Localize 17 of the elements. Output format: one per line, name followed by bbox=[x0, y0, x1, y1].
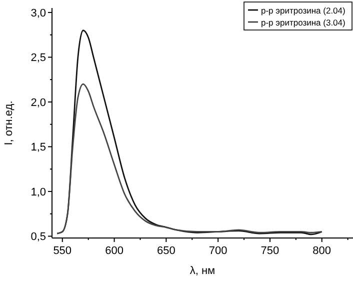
y-tick-label: 3,0 bbox=[30, 7, 46, 20]
x-tick-label: 600 bbox=[105, 245, 124, 257]
x-tick-label: 550 bbox=[53, 245, 72, 257]
line-series bbox=[56, 83, 323, 234]
y-tick-label: 1,5 bbox=[30, 142, 46, 154]
y-tick-label: 2,5 bbox=[30, 52, 46, 64]
x-tick-label: 800 bbox=[312, 245, 332, 257]
x-axis-title: λ, нм bbox=[190, 265, 216, 277]
y-tick-label: 0,5 bbox=[30, 231, 46, 244]
x-tick-label: 750 bbox=[260, 245, 280, 257]
x-tick-label: 700 bbox=[208, 245, 228, 257]
y-tick-label: 1,0 bbox=[30, 186, 46, 198]
x-tick-label: 650 bbox=[156, 245, 176, 257]
legend-label: р-р эритрозина (3.04) bbox=[261, 18, 346, 28]
y-axis-title: I, отн.ед. bbox=[3, 100, 15, 146]
legend-label: р-р эритрозина (2.04) bbox=[261, 6, 346, 16]
y-tick-label: 2,0 bbox=[30, 96, 46, 109]
